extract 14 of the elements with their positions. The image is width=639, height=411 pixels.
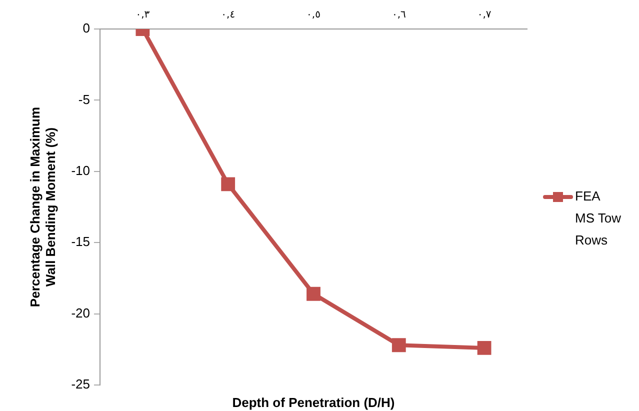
x-tick-label: ٠,٥ bbox=[306, 10, 320, 21]
x-tick-label: ٠,٧ bbox=[477, 10, 492, 21]
y-tick-label: -15 bbox=[71, 234, 90, 250]
x-tick-label: ٠,٦ bbox=[392, 10, 406, 21]
y-tick-label: -25 bbox=[71, 376, 90, 392]
y-tick-label: -5 bbox=[78, 92, 90, 107]
legend-label: FEA MS Tow Rows bbox=[575, 188, 622, 248]
x-axis-title: Depth of Penetration (D/H) bbox=[232, 395, 395, 410]
x-tick-label: ٠,٣ bbox=[136, 10, 150, 21]
y-axis-title: Percentage Change in Maximum Wall Bending Moment (%) bbox=[27, 106, 58, 308]
y-tick-label: 0 bbox=[82, 20, 90, 36]
y-tick-label: -20 bbox=[71, 305, 90, 320]
x-tick-label: ٠,٤ bbox=[221, 10, 236, 21]
y-tick-label: -10 bbox=[71, 162, 90, 178]
